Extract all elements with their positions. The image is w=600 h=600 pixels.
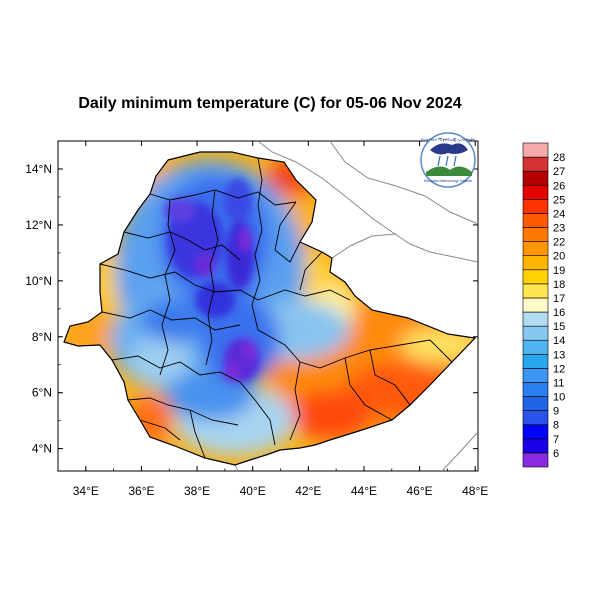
legend-swatch: [522, 325, 549, 341]
legend-swatch: [522, 241, 549, 256]
neighbor-borders: [234, 140, 479, 472]
axis-layer: 34°E 36°E 38°E 40°E 42°E 44°E 46°E 48°E 14°N 12°N…: [25, 140, 488, 498]
legend-swatch: [522, 396, 549, 411]
legend-swatch: [522, 255, 549, 271]
legend-swatch: [522, 297, 549, 313]
plot-frame: [57, 140, 479, 472]
legend-label: 6: [553, 448, 559, 460]
lat-tick-label: 12°N: [25, 218, 52, 232]
legend-swatch: [522, 382, 549, 397]
legend-swatch: [522, 311, 549, 327]
color-legend: 6 7 8 9 10 11 12 13 14 15 16 17 18 19 20 22 23 24 25 26 27 28: [522, 142, 565, 468]
lat-tick-label: 6°N: [32, 386, 52, 400]
legend-label: 8: [553, 420, 559, 432]
legend-label: 7: [553, 434, 559, 446]
legend-swatch: [522, 283, 549, 299]
legend-swatch: [522, 354, 549, 369]
lon-tick-label: 42°E: [295, 484, 321, 498]
legend-label: 22: [553, 237, 565, 249]
legend-label: 13: [553, 349, 565, 361]
legend-label: 25: [553, 194, 565, 206]
logo-text-top: የኢትዮጵያ ሚቲዎሮሎጂ ኢንስቲትዩት: [421, 137, 475, 142]
legend-swatch: [522, 339, 549, 355]
lat-tick-label: 8°N: [32, 330, 52, 344]
legend-swatch: [522, 269, 549, 285]
lon-tick-label: 48°E: [462, 484, 488, 498]
lon-tick-label: 46°E: [407, 484, 433, 498]
legend-label: 17: [553, 293, 565, 305]
legend-swatch: [522, 368, 549, 383]
legend-swatch: [522, 227, 549, 242]
lat-tick-label: 4°N: [32, 442, 52, 456]
logo-text-bottom: Ethiopian Meteorology Institute: [424, 179, 472, 183]
legend-label: 19: [553, 265, 565, 277]
legend-label: 15: [553, 321, 565, 333]
lon-tick-label: 40°E: [240, 484, 266, 498]
institute-logo: የኢትዮጵያ ሚቲዎሮሎጂ ኢንስቲትዩት Ethiopian Meteorol…: [420, 132, 476, 188]
legend-label: 18: [553, 279, 565, 291]
legend-label: 23: [553, 223, 565, 235]
legend-swatch: [522, 142, 549, 158]
legend-label: 16: [553, 307, 565, 319]
legend-swatch: [522, 410, 549, 426]
legend-label: 11: [553, 377, 564, 389]
map-title: Daily minimum temperature (C) for 05-06 …: [78, 95, 462, 112]
legend-label: 9: [553, 406, 559, 418]
region-boundaries: [99, 157, 453, 459]
legend-swatch: [522, 184, 549, 200]
legend-swatch: [522, 156, 549, 172]
legend-swatch: [522, 170, 549, 186]
legend-label: 26: [553, 180, 565, 192]
legend-label: 27: [553, 166, 565, 178]
lon-tick-label: 38°E: [184, 484, 210, 498]
legend-label: 10: [553, 392, 565, 404]
legend-swatch: [522, 438, 549, 454]
legend-swatch: [522, 213, 549, 228]
lat-tick-label: 14°N: [25, 162, 52, 176]
lat-tick-label: 10°N: [25, 274, 52, 288]
legend-label: 12: [553, 363, 565, 375]
temperature-field: [64, 152, 475, 465]
legend-swatch: [522, 424, 549, 440]
lon-tick-label: 44°E: [351, 484, 377, 498]
lon-tick-label: 34°E: [73, 484, 99, 498]
legend-swatch: [522, 452, 549, 468]
legend-swatch: [522, 199, 549, 214]
legend-label: 14: [553, 335, 565, 347]
legend-label: 24: [553, 208, 565, 220]
lon-tick-label: 36°E: [128, 484, 154, 498]
legend-label: 28: [553, 152, 565, 164]
legend-label: 20: [553, 251, 565, 263]
